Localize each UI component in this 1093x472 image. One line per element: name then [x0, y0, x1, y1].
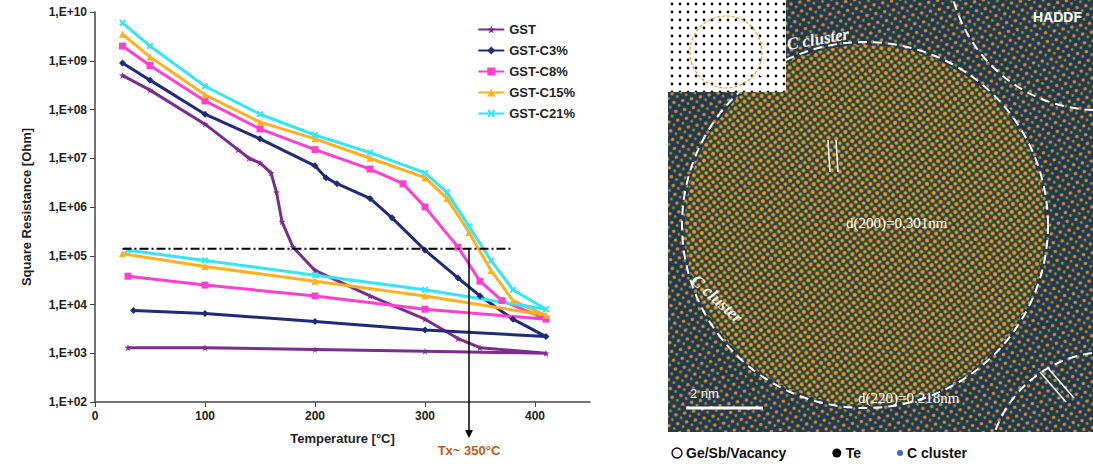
- svg-text:Te: Te: [846, 445, 862, 461]
- svg-text:1,E+08: 1,E+08: [49, 103, 88, 117]
- svg-text:GST-C8%: GST-C8%: [509, 64, 568, 79]
- svg-text:GST: GST: [509, 22, 536, 37]
- svg-text:GST-C3%: GST-C3%: [509, 43, 568, 58]
- svg-text:1,E+10: 1,E+10: [49, 5, 88, 19]
- svg-text:100: 100: [195, 409, 215, 423]
- svg-text:GST-C21%: GST-C21%: [509, 106, 575, 121]
- svg-text:Ge/Sb/Vacancy: Ge/Sb/Vacancy: [686, 445, 787, 461]
- svg-text:400: 400: [525, 409, 545, 423]
- svg-text:1,E+02: 1,E+02: [49, 395, 88, 409]
- svg-text:C cluster: C cluster: [687, 271, 747, 327]
- svg-text:HADDF: HADDF: [1033, 9, 1082, 25]
- svg-text:GST-C15%: GST-C15%: [509, 85, 575, 100]
- svg-text:1,E+09: 1,E+09: [49, 54, 88, 68]
- svg-text:2 nm: 2 nm: [690, 386, 719, 401]
- svg-text:C cluster: C cluster: [785, 24, 851, 54]
- svg-text:Temperature [°C]: Temperature [°C]: [290, 431, 395, 446]
- svg-text:300: 300: [415, 409, 435, 423]
- svg-text:Tx~ 350°C: Tx~ 350°C: [438, 443, 501, 458]
- svg-text:1,E+06: 1,E+06: [49, 200, 88, 214]
- svg-text:d(220)=0.218nm: d(220)=0.218nm: [858, 390, 960, 407]
- svg-text:1,E+03: 1,E+03: [49, 346, 88, 360]
- svg-text:Square Resistance [Ohm]: Square Resistance [Ohm]: [19, 128, 34, 286]
- svg-text:1,E+07: 1,E+07: [49, 151, 88, 165]
- svg-text:d(200)=0.301nm: d(200)=0.301nm: [846, 215, 948, 232]
- svg-text:200: 200: [305, 409, 325, 423]
- svg-text:0: 0: [92, 409, 99, 423]
- svg-text:1,E+05: 1,E+05: [49, 249, 88, 263]
- svg-text:1,E+04: 1,E+04: [49, 298, 88, 312]
- svg-text:C cluster: C cluster: [907, 445, 967, 461]
